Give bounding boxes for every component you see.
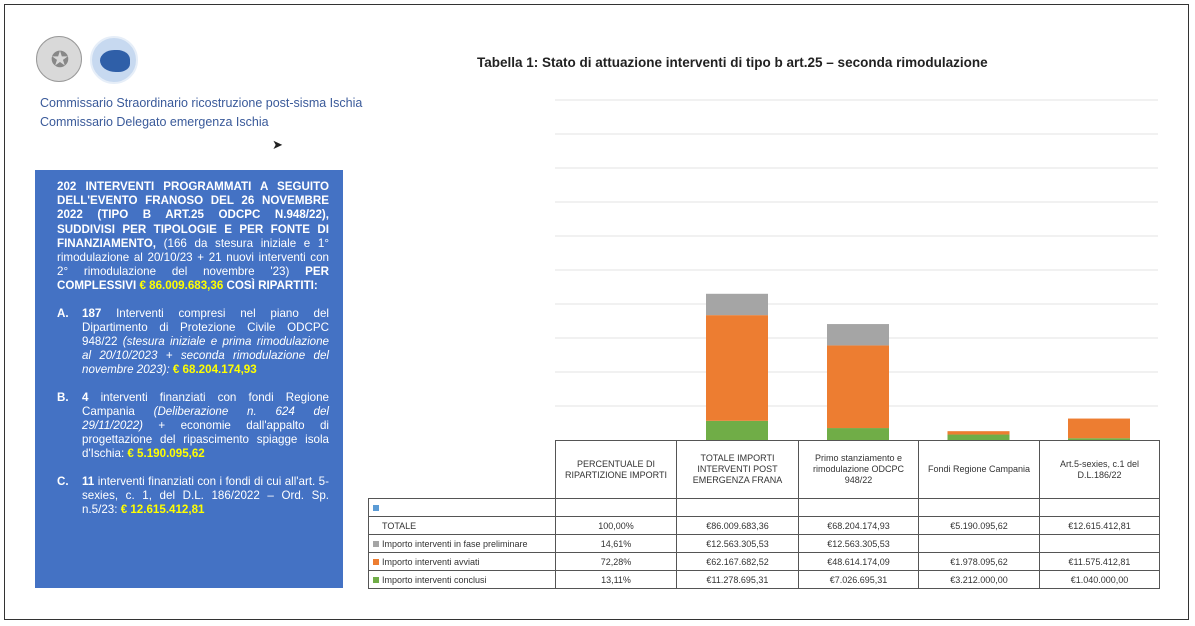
data-cell: 100,00% [555, 516, 677, 535]
summary-item-c: C. 11 interventi finanziati con i fondi … [57, 475, 329, 518]
legend-swatch [373, 541, 379, 548]
data-cell: €86.009.683,36 [676, 516, 799, 535]
table-row [368, 498, 1160, 517]
category-label: TOTALE IMPORTI INTERVENTI POST EMERGENZA… [676, 440, 799, 499]
slide-frame [4, 4, 1189, 620]
series-label-text: Importo interventi conclusi [382, 574, 487, 585]
data-cell [1039, 498, 1160, 517]
intro-total-label: PER COMPLESSIVI [57, 265, 329, 293]
data-cell [1039, 534, 1160, 553]
series-label: Importo interventi avviati [368, 552, 556, 571]
legend-swatch [373, 577, 379, 584]
bar-segment [706, 315, 768, 421]
series-label-text: Importo interventi in fase preliminare [382, 538, 528, 549]
table-row: Importo interventi conclusi 13,11% €11.278… [368, 570, 1160, 589]
item-letter: B. [57, 390, 69, 404]
data-cell: €3.212.000,00 [918, 570, 1040, 589]
item-note: (stesura iniziale e prima rimodulazione … [82, 335, 329, 377]
data-cell: €68.204.174,93 [798, 516, 919, 535]
data-cell [798, 498, 919, 517]
data-cell: €1.040.000,00 [1039, 570, 1160, 589]
bar-segment [827, 428, 889, 440]
data-cell: €11.278.695,31 [676, 570, 799, 589]
legend-swatch [373, 505, 379, 512]
chart-data-table: PERCENTUALE DI RIPARTIZIONE IMPORTI TOTAL… [368, 440, 1160, 589]
summary-item-a: A. 187 Interventi compresi nel piano del… [57, 307, 329, 378]
data-cell [918, 498, 1040, 517]
item-amount: € 68.204.174,93 [172, 363, 257, 377]
data-cell: €48.614.174,09 [798, 552, 919, 571]
bar-segment [1068, 438, 1130, 440]
series-label-text: Importo interventi avviati [382, 556, 480, 567]
category-label: Art.5-sexies, c.1 del D.L.186/22 [1039, 440, 1160, 499]
bar-segment [827, 345, 889, 429]
data-cell: €12.615.412,81 [1039, 516, 1160, 535]
item-amount: € 12.615.412,81 [120, 503, 205, 517]
data-cell: €62.167.682,52 [676, 552, 799, 571]
category-label: Primo stanziamento e rimodulazione ODCPC… [798, 440, 919, 499]
intro-tail: COSÌ RIPARTITI: [223, 279, 318, 293]
table-row: Importo interventi in fase preliminare 14… [368, 534, 1160, 553]
series-label-text: TOTALE [382, 520, 417, 531]
bar-segment [827, 324, 889, 346]
mouse-cursor-icon: ➤ [272, 138, 283, 153]
star-icon: ✪ [50, 47, 70, 73]
item-sep: : [166, 363, 173, 377]
item-letter: C. [57, 474, 69, 488]
item-count: 4 [82, 390, 89, 404]
series-label: Importo interventi conclusi [368, 570, 556, 589]
data-cell [676, 498, 799, 517]
item-text: Interventi compresi nel piano del Dipart… [82, 306, 329, 349]
item-text: interventi finanziati con i fondi di cui… [82, 474, 329, 517]
data-cell: €7.026.695,31 [798, 570, 919, 589]
summary-intro: 202 INTERVENTI PROGRAMMATI A SEGUITO DEL… [57, 180, 329, 294]
item-text: interventi finanziati con fondi Regione … [82, 390, 329, 418]
org-line-2: Commissario Delegato emergenza Ischia [40, 115, 269, 129]
summary-item-b: B. 4 interventi finanziati con fondi Reg… [57, 391, 329, 462]
bar-segment [706, 420, 768, 440]
intro-heading: 202 INTERVENTI PROGRAMMATI A SEGUITO DEL… [57, 180, 329, 250]
intro-text: (166 da stesura iniziale e 1° rimodulazi… [57, 236, 329, 279]
table-corner [369, 441, 556, 499]
item-letter: A. [57, 306, 69, 320]
bar-segment [706, 293, 768, 316]
italian-emblem-logo: ✪ [36, 36, 82, 82]
series-label: Importo interventi in fase preliminare [368, 534, 556, 553]
item-note: (Deliberazione n. 624 del 29/11/2022) [82, 404, 329, 433]
chart-title: Tabella 1: Stato di attuazione intervent… [477, 55, 988, 70]
category-label: PERCENTUALE DI RIPARTIZIONE IMPORTI [555, 440, 677, 499]
intro-total-amount: € 86.009.683,36 [139, 279, 224, 293]
data-cell [555, 498, 677, 517]
bar-segment [947, 431, 1010, 435]
data-cell: €5.190.095,62 [918, 516, 1040, 535]
bar-segment [947, 434, 1010, 440]
series-label: TOTALE [368, 516, 556, 535]
table-row: TOTALE 100,00% €86.009.683,36 €68.204.174,9… [368, 516, 1160, 535]
category-label: Fondi Regione Campania [918, 440, 1040, 499]
legend-swatch [373, 559, 379, 566]
item-count: 187 [82, 306, 102, 320]
data-cell: 13,11% [555, 570, 677, 589]
summary-box: 202 INTERVENTI PROGRAMMATI A SEGUITO DEL… [35, 170, 343, 588]
table-header-row: PERCENTUALE DI RIPARTIZIONE IMPORTI TOTAL… [369, 440, 1160, 499]
series-label [368, 498, 556, 517]
org-line-1: Commissario Straordinario ricostruzione … [40, 96, 363, 110]
item-sep: + economie dall'appalto di progettazione… [82, 419, 329, 461]
item-count: 11 [82, 474, 95, 488]
data-cell: €1.978.095,62 [918, 552, 1040, 571]
data-cell: 14,61% [555, 534, 677, 553]
ischia-island-logo [90, 36, 138, 84]
data-cell [918, 534, 1040, 553]
data-cell: €12.563.305,53 [798, 534, 919, 553]
data-cell: €11.575.412,81 [1039, 552, 1160, 571]
data-cell: €12.563.305,53 [676, 534, 799, 553]
bar-segment [1068, 418, 1130, 439]
item-amount: € 5.190.095,62 [127, 447, 205, 461]
data-cell: 72,28% [555, 552, 677, 571]
table-row: Importo interventi avviati 72,28% €62.167.… [368, 552, 1160, 571]
